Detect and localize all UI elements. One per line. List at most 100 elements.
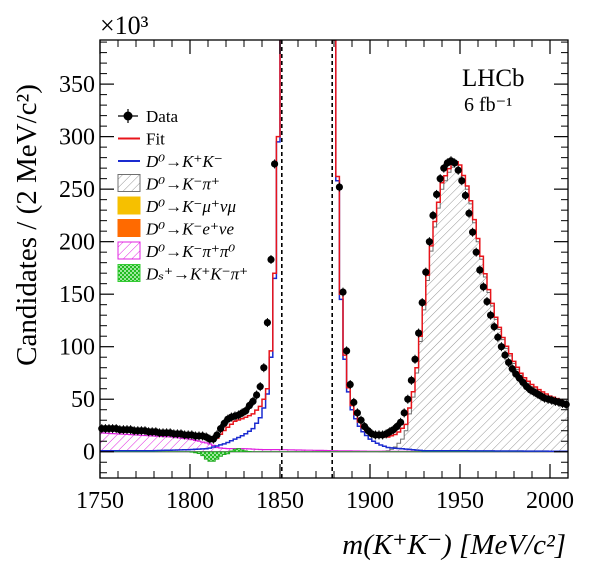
data-point bbox=[263, 318, 271, 328]
legend-entry: Data bbox=[118, 107, 179, 126]
data-point bbox=[422, 267, 430, 277]
data-point-marker bbox=[397, 418, 405, 426]
data-point-marker bbox=[422, 268, 430, 276]
legend-label: Data bbox=[146, 107, 179, 126]
data-point-marker bbox=[357, 416, 365, 424]
series-fit-line-left bbox=[100, 40, 282, 441]
legend-entry: D⁰→K⁻μ⁺νμ bbox=[117, 196, 236, 216]
data-point-marker bbox=[263, 318, 271, 327]
data-point-marker bbox=[465, 209, 473, 217]
data-point-marker bbox=[404, 395, 412, 403]
x-tick-label: 1900 bbox=[346, 488, 394, 514]
data-point bbox=[256, 382, 264, 392]
data-point-marker bbox=[256, 383, 264, 391]
series-kk-line-left bbox=[100, 40, 282, 452]
data-point-marker bbox=[343, 347, 351, 355]
data-point bbox=[350, 397, 358, 407]
data-point-marker bbox=[469, 228, 477, 236]
data-point-marker bbox=[346, 380, 354, 389]
data-point-marker bbox=[418, 298, 426, 307]
data-point bbox=[508, 364, 516, 374]
data-point-marker bbox=[213, 431, 221, 439]
legend-entry: Dₛ⁺→K⁺K⁻π⁺ bbox=[117, 264, 248, 284]
y-tick-label: 300 bbox=[59, 125, 95, 151]
legend: Data Fit D⁰→K⁺K⁻ D⁰→K⁻π⁺ D⁰→K⁻μ⁺νμ D⁰→K⁻e⁺νe D… bbox=[117, 107, 248, 284]
legend-entry: D⁰→K⁻π⁺ bbox=[117, 174, 220, 194]
data-point-marker bbox=[497, 343, 505, 351]
data-point bbox=[346, 380, 354, 390]
y-tick-label: 350 bbox=[59, 72, 95, 98]
y-tick-label: 150 bbox=[59, 282, 95, 308]
legend-label: D⁰→K⁻π⁺ bbox=[145, 175, 220, 194]
data-point-marker bbox=[335, 183, 343, 191]
data-point-marker bbox=[562, 400, 570, 409]
data-point-marker bbox=[479, 283, 487, 291]
y-tick-label: 250 bbox=[59, 177, 95, 203]
data-point bbox=[400, 408, 408, 418]
data-point-marker bbox=[433, 190, 441, 199]
data-point bbox=[476, 265, 484, 275]
x-tick-label: 2000 bbox=[526, 488, 574, 514]
data-point-marker bbox=[472, 248, 480, 256]
legend-entry: D⁰→K⁻π⁺π⁰ bbox=[117, 241, 235, 261]
data-point bbox=[271, 159, 279, 169]
data-point bbox=[469, 227, 477, 237]
data-point-marker bbox=[339, 288, 347, 296]
data-point-marker bbox=[407, 376, 415, 384]
legend-entry: D⁰→K⁻e⁺νe bbox=[117, 219, 234, 239]
data-point-marker bbox=[476, 266, 484, 274]
data-point-marker bbox=[483, 297, 491, 306]
data-point-marker bbox=[415, 329, 423, 337]
data-point bbox=[411, 354, 419, 364]
data-point bbox=[260, 363, 268, 373]
data-point bbox=[436, 174, 444, 184]
luminosity-label: 6 fb⁻¹ bbox=[464, 94, 512, 116]
x-tick-label: 1850 bbox=[256, 488, 304, 514]
legend-swatch-box bbox=[117, 264, 141, 282]
data-point bbox=[339, 287, 347, 297]
data-point bbox=[472, 247, 480, 257]
data-point-marker bbox=[400, 409, 408, 417]
data-point-marker bbox=[461, 191, 469, 200]
data-point bbox=[213, 430, 221, 440]
legend-label: D⁰→K⁻μ⁺νμ bbox=[145, 197, 236, 216]
data-point bbox=[501, 350, 509, 360]
data-point bbox=[335, 182, 343, 192]
data-point bbox=[440, 163, 448, 173]
data-point-marker bbox=[451, 159, 459, 167]
data-point-marker bbox=[436, 175, 444, 183]
data-point bbox=[357, 415, 365, 425]
data-point-marker bbox=[267, 255, 275, 264]
legend-label: D⁰→K⁺K⁻ bbox=[145, 152, 223, 171]
data-point bbox=[397, 417, 405, 427]
y-tick-label: 0 bbox=[83, 440, 95, 466]
data-point-marker bbox=[505, 358, 513, 367]
excluded-region-lines bbox=[280, 40, 334, 478]
y-tick-label: 100 bbox=[59, 335, 95, 361]
data-point-marker bbox=[425, 238, 433, 246]
data-point-marker bbox=[494, 333, 502, 341]
data-point-marker bbox=[217, 425, 225, 433]
axes: 1750 1800 1850 1900 1950 2000 0 50 100 150 200 250 3… bbox=[59, 40, 574, 514]
y-multiplier: ×10³ bbox=[100, 11, 149, 40]
y-axis-label: Candidates / (2 MeV/c²) bbox=[11, 84, 43, 366]
data-point bbox=[461, 190, 469, 200]
y-tick-label: 200 bbox=[59, 230, 95, 256]
x-tick-label: 1950 bbox=[436, 488, 484, 514]
data-point bbox=[267, 255, 275, 265]
data-point bbox=[433, 189, 441, 199]
data-point-marker bbox=[487, 311, 495, 319]
data-point bbox=[425, 237, 433, 247]
data-point-marker bbox=[271, 160, 279, 168]
x-axis-label: m(K⁺K⁻) [MeV/c²] bbox=[342, 529, 566, 561]
data-point bbox=[418, 298, 426, 308]
data-point bbox=[479, 282, 487, 292]
data-point bbox=[404, 394, 412, 404]
data-point bbox=[407, 375, 415, 385]
data-point-marker bbox=[249, 397, 257, 405]
legend-swatch-box bbox=[117, 241, 141, 260]
legend-entry: D⁰→K⁺K⁻ bbox=[118, 152, 223, 171]
data-point-marker bbox=[242, 407, 250, 415]
x-tick-label: 1750 bbox=[76, 488, 124, 514]
